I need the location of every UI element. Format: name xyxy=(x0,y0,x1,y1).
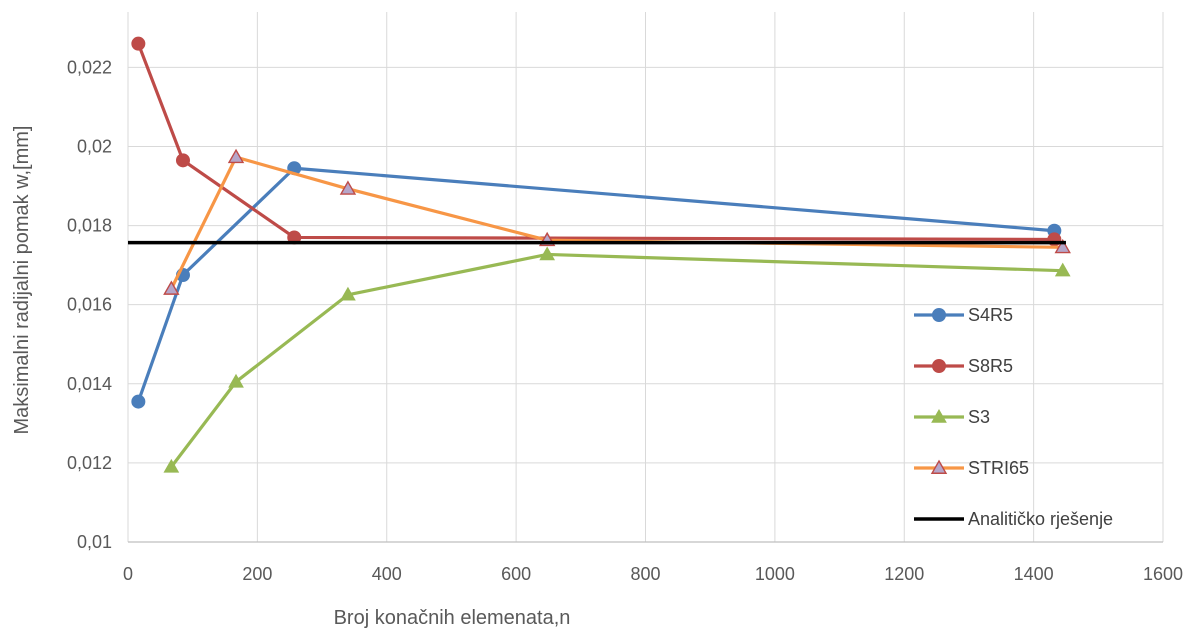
data-point xyxy=(227,148,245,164)
data-point xyxy=(131,394,146,409)
x-tick-label: 0 xyxy=(123,564,133,584)
x-tick-label: 800 xyxy=(630,564,660,584)
legend-label: S4R5 xyxy=(968,305,1013,325)
series-1 xyxy=(131,36,1062,247)
data-point xyxy=(175,153,190,168)
x-tick-label: 1200 xyxy=(884,564,924,584)
series-line xyxy=(170,252,1063,468)
series-group xyxy=(128,36,1071,473)
legend-item: S4R5 xyxy=(914,305,1013,325)
legend-marker xyxy=(932,308,946,322)
y-tick-label: 0,016 xyxy=(67,295,112,315)
series-line xyxy=(169,155,1063,290)
x-tick-label: 1400 xyxy=(1014,564,1054,584)
x-tick-label: 400 xyxy=(372,564,402,584)
data-point xyxy=(163,280,180,295)
series-0 xyxy=(131,161,1062,409)
data-point xyxy=(339,180,357,195)
data-point xyxy=(131,36,146,51)
x-tick-label: 600 xyxy=(501,564,531,584)
legend-item: STRI65 xyxy=(914,458,1029,478)
series-line xyxy=(136,166,1055,403)
y-axis-title: Maksimalni radijalni pomak w,[mm] xyxy=(11,126,33,435)
legend: S4R5 S8R5 S3 STRI65 Analitičko rješenje xyxy=(914,305,1113,529)
data-point xyxy=(228,373,244,388)
y-tick-label: 0,02 xyxy=(77,136,112,156)
x-tick-label: 1600 xyxy=(1143,564,1183,584)
legend-marker xyxy=(931,408,947,423)
x-tick-label: 200 xyxy=(242,564,272,584)
data-point xyxy=(1054,238,1071,254)
legend-label: Analitičko rješenje xyxy=(968,509,1113,529)
legend-item: S8R5 xyxy=(914,356,1013,376)
data-point xyxy=(163,458,180,473)
legend-label: S3 xyxy=(968,407,990,427)
axes: 0 200 400 600 800 1000 1200 1400 1600 0,01 0,012 0,… xyxy=(67,57,1183,584)
legend-item: S3 xyxy=(914,407,990,427)
y-tick-label: 0,018 xyxy=(67,216,112,236)
y-tick-label: 0,01 xyxy=(77,532,112,552)
legend-marker xyxy=(930,459,948,474)
legend-label: S8R5 xyxy=(968,356,1013,376)
data-point xyxy=(340,286,356,301)
legend-label: STRI65 xyxy=(968,458,1029,478)
y-tick-label: 0,014 xyxy=(67,374,112,394)
y-tick-label: 0,022 xyxy=(67,57,112,77)
y-tick-label: 0,012 xyxy=(67,453,112,473)
x-tick-label: 1000 xyxy=(755,564,795,584)
legend-marker xyxy=(932,359,946,373)
data-point xyxy=(1054,262,1071,277)
series-line xyxy=(136,43,1055,242)
series-2 xyxy=(163,246,1071,473)
legend-item: Analitičko rješenje xyxy=(914,509,1113,529)
data-point xyxy=(539,246,556,261)
x-axis-title: Broj konačnih elemenata,n xyxy=(334,607,571,629)
